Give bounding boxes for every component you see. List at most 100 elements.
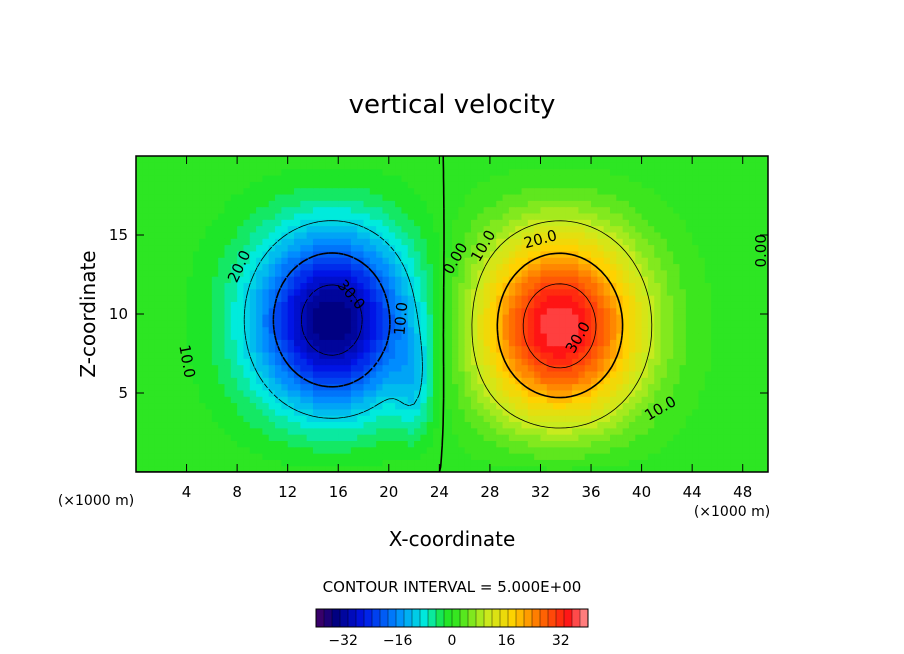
field-cell (546, 434, 554, 441)
field-cell (256, 307, 263, 315)
field-cell (464, 383, 472, 391)
field-cell (698, 156, 706, 163)
field-cell (199, 351, 207, 359)
field-cell (401, 206, 409, 214)
field-cell (515, 339, 523, 347)
field-cell (312, 231, 320, 239)
field-cell (660, 358, 668, 366)
field-cell (192, 377, 200, 385)
field-cell (616, 427, 624, 435)
field-cell (369, 231, 377, 239)
field-cell (464, 238, 472, 246)
field-cell (521, 162, 529, 170)
field-cell (167, 364, 175, 372)
field-cell (388, 187, 396, 195)
field-cell (508, 314, 516, 321)
field-cell (357, 326, 365, 334)
field-cell (647, 282, 655, 290)
field-cell (515, 238, 523, 246)
field-cell (622, 200, 630, 208)
field-cell (470, 415, 478, 423)
field-cell (262, 427, 270, 435)
field-cell (622, 358, 630, 366)
field-cell (249, 174, 257, 182)
field-cell (331, 250, 339, 258)
field-cell (243, 415, 251, 423)
field-cell (704, 389, 712, 397)
field-cell (723, 421, 731, 429)
field-cell (180, 383, 188, 391)
field-cell (622, 402, 630, 410)
field-cell (325, 440, 333, 448)
field-cell (470, 250, 478, 258)
field-cell (761, 351, 768, 359)
field-cell (445, 288, 453, 296)
field-cell (698, 314, 706, 321)
field-cell (534, 168, 542, 176)
field-cell (237, 351, 245, 359)
field-cell (603, 225, 611, 233)
field-cell (534, 358, 542, 366)
field-cell (211, 295, 219, 302)
field-cell (496, 187, 504, 195)
field-cell (565, 257, 573, 265)
field-cell (420, 156, 428, 163)
field-cell (154, 307, 162, 315)
field-cell (167, 440, 175, 448)
field-cell (591, 269, 598, 277)
field-cell (199, 453, 207, 460)
field-cell (635, 162, 643, 170)
field-cell (186, 238, 194, 246)
field-cell (382, 408, 390, 416)
field-cell (698, 238, 706, 246)
field-cell (673, 320, 681, 328)
field-cell (477, 459, 485, 467)
field-cell (224, 238, 232, 246)
field-cell (496, 396, 504, 404)
field-cell (742, 269, 750, 277)
field-cell (344, 250, 352, 258)
field-cell (426, 427, 434, 435)
field-cell (281, 326, 289, 334)
field-cell (369, 377, 377, 385)
field-cell (287, 295, 295, 302)
field-cell (717, 320, 725, 328)
field-cell (142, 174, 150, 182)
field-cell (262, 465, 270, 472)
field-cell (218, 465, 226, 472)
field-cell (578, 459, 586, 467)
field-cell (395, 212, 403, 220)
field-cell (142, 193, 150, 201)
field-cell (306, 231, 314, 239)
field-cell (325, 421, 333, 429)
field-cell (376, 364, 384, 372)
field-cell (243, 345, 251, 353)
field-cell (167, 193, 175, 201)
field-cell (344, 206, 352, 214)
field-cell (148, 459, 156, 467)
field-cell (749, 351, 756, 359)
field-cell (711, 415, 719, 423)
field-cell (496, 421, 504, 429)
field-cell (489, 231, 497, 239)
field-cell (477, 408, 485, 416)
field-cell (161, 282, 169, 290)
field-cell (300, 415, 308, 423)
field-cell (464, 326, 472, 334)
field-cell (534, 408, 542, 416)
field-cell (325, 257, 333, 265)
field-cell (654, 332, 662, 340)
field-cell (534, 187, 542, 195)
field-cell (565, 174, 573, 182)
field-cell (477, 168, 485, 176)
field-cell (262, 339, 270, 347)
field-cell (666, 263, 674, 271)
field-cell (294, 282, 301, 290)
field-cell (591, 162, 598, 170)
field-cell (230, 314, 238, 321)
field-cell (414, 320, 421, 328)
field-cell (508, 181, 516, 189)
field-cell (730, 250, 737, 258)
field-cell (553, 377, 561, 385)
field-cell (452, 276, 459, 283)
